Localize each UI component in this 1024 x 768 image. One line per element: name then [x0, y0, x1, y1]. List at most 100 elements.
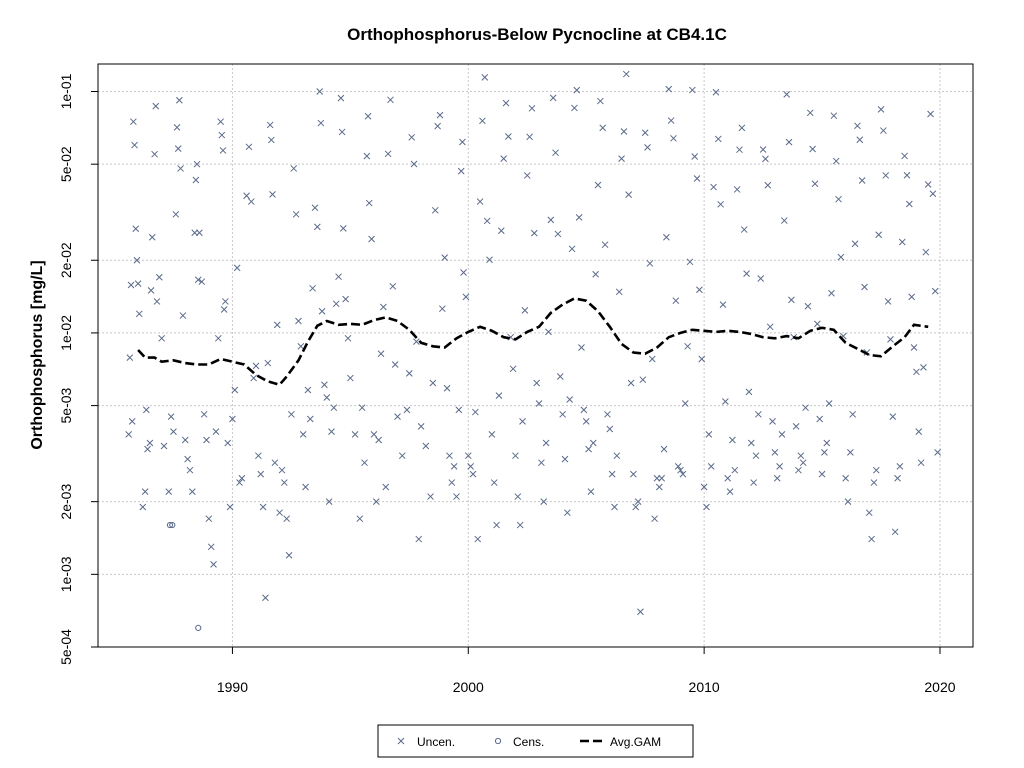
- data-point-uncensored: [134, 280, 142, 287]
- data-point-uncensored: [549, 94, 557, 102]
- data-point-uncensored: [192, 176, 200, 184]
- data-point-uncensored: [688, 86, 696, 94]
- data-point-uncensored: [434, 122, 441, 130]
- data-point-uncensored: [160, 442, 168, 450]
- data-point-uncensored: [219, 147, 227, 154]
- data-point-uncensored: [717, 200, 724, 208]
- data-point-uncensored: [264, 359, 272, 367]
- data-point-uncensored: [356, 515, 364, 523]
- data-point-uncensored: [186, 466, 194, 474]
- data-point-uncensored: [415, 535, 423, 543]
- data-point-uncensored: [773, 474, 781, 482]
- data-point-uncensored: [670, 134, 677, 142]
- data-point-uncensored: [740, 226, 748, 233]
- data-point-uncensored: [806, 109, 814, 117]
- data-point-uncensored: [276, 509, 283, 517]
- data-point-uncensored: [292, 210, 300, 218]
- data-point-uncensored: [872, 466, 880, 474]
- data-point-uncensored: [844, 498, 852, 506]
- data-point-uncensored: [851, 240, 859, 248]
- data-point-uncensored: [837, 253, 845, 261]
- data-point-uncensored: [832, 157, 840, 165]
- data-point-uncensored: [929, 190, 937, 198]
- data-point-uncensored: [667, 117, 675, 124]
- data-point-uncensored: [436, 111, 444, 119]
- data-point-uncensored: [556, 373, 564, 380]
- data-point-uncensored: [304, 386, 312, 394]
- data-point-uncensored: [571, 104, 578, 112]
- data-point-uncensored: [316, 88, 324, 95]
- data-point-uncensored: [413, 338, 420, 346]
- data-point-uncensored: [391, 361, 399, 368]
- data-point-uncensored: [613, 452, 621, 460]
- data-point-uncensored: [126, 354, 134, 361]
- data-point-uncensored: [152, 102, 160, 110]
- data-point-uncensored: [533, 379, 541, 387]
- data-point-uncensored: [417, 423, 425, 430]
- data-point-uncensored: [821, 449, 828, 456]
- data-point-uncensored: [165, 488, 173, 496]
- data-point-uncensored: [141, 488, 149, 496]
- data-point-uncensored: [759, 146, 767, 153]
- data-point-uncensored: [135, 310, 143, 318]
- data-point-uncensored: [217, 118, 224, 126]
- data-point-uncensored: [681, 400, 689, 407]
- data-point-uncensored: [568, 245, 576, 253]
- uncensored-points: [125, 70, 941, 616]
- data-point-uncensored: [342, 295, 349, 303]
- data-point-uncensored: [870, 479, 878, 486]
- data-point-uncensored: [321, 381, 328, 389]
- y-tick-label: 2e-03: [58, 484, 74, 520]
- data-point-uncensored: [788, 296, 795, 304]
- data-point-uncensored: [632, 503, 640, 511]
- data-point-uncensored: [915, 428, 923, 435]
- data-point-uncensored: [854, 122, 861, 130]
- data-point-uncensored: [698, 355, 706, 363]
- data-point-uncensored: [646, 260, 654, 267]
- data-point-uncensored: [684, 342, 691, 350]
- data-point-uncensored: [486, 256, 493, 264]
- data-point-uncensored: [750, 479, 758, 486]
- data-point-uncensored: [811, 180, 819, 188]
- data-point-uncensored: [818, 470, 826, 478]
- data-point-uncensored: [514, 493, 522, 500]
- data-point-uncensored: [259, 503, 267, 511]
- data-point-uncensored: [842, 474, 849, 482]
- data-point-uncensored: [780, 217, 788, 224]
- y-tick-label: 5e-02: [58, 146, 74, 182]
- data-point-uncensored: [408, 133, 416, 141]
- data-point-uncensored: [917, 459, 925, 467]
- data-point-uncensored: [559, 410, 566, 418]
- data-point-uncensored: [203, 436, 210, 444]
- data-point-uncensored: [325, 498, 333, 506]
- data-point-uncensored: [252, 362, 260, 370]
- data-point-uncensored: [771, 449, 779, 456]
- data-point-uncensored: [153, 298, 161, 305]
- data-point-uncensored: [672, 297, 680, 305]
- data-point-uncensored: [155, 273, 163, 281]
- data-point-uncensored: [604, 410, 611, 418]
- data-point-uncensored: [792, 423, 800, 430]
- data-point-uncensored: [722, 398, 729, 405]
- data-point-uncensored: [459, 138, 466, 146]
- data-point-uncensored: [868, 535, 875, 543]
- data-point-uncensored: [630, 470, 637, 478]
- data-point-uncensored: [448, 479, 456, 486]
- data-point-uncensored: [797, 452, 805, 460]
- data-point-uncensored: [363, 152, 371, 160]
- data-point-uncensored: [776, 463, 783, 470]
- data-point-uncensored: [460, 269, 467, 276]
- data-point-uncensored: [387, 96, 394, 104]
- censored-points: [166, 521, 202, 631]
- data-point-uncensored: [816, 415, 824, 423]
- data-point-uncensored: [368, 235, 375, 243]
- data-point-uncensored: [705, 431, 713, 438]
- data-point-uncensored: [847, 449, 854, 456]
- data-point-uncensored: [512, 452, 519, 460]
- data-point-uncensored: [589, 439, 597, 447]
- data-point-uncensored: [193, 160, 201, 168]
- y-axis: 5e-04 1e-03 2e-03 5e-03 1e-02 2e-02 5e-02 1e-01: [58, 73, 99, 665]
- data-point-uncensored: [495, 392, 503, 399]
- data-point-uncensored: [247, 198, 255, 205]
- data-point-uncensored: [476, 198, 484, 205]
